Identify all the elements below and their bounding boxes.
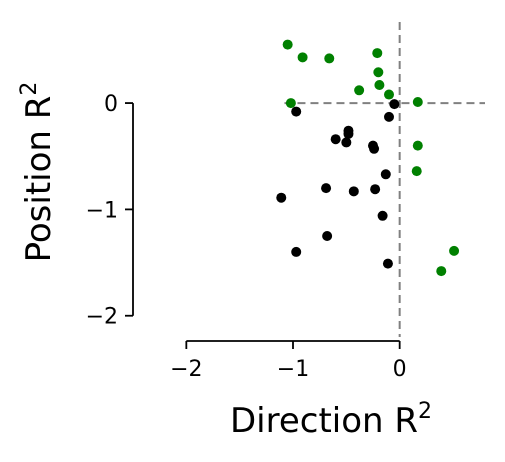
y-axis-title: Position R2: [17, 82, 59, 263]
data-point: [285, 98, 296, 109]
data-point: [324, 53, 335, 64]
x-tick-label: 0: [393, 357, 407, 382]
data-point: [411, 166, 422, 177]
data-point: [377, 210, 388, 221]
y-tick-label: −1: [86, 198, 118, 223]
data-point: [343, 128, 354, 139]
data-point: [348, 186, 359, 197]
data-points: [276, 39, 460, 277]
y-tick-label: −2: [86, 305, 118, 330]
data-point: [291, 106, 302, 117]
data-point: [297, 52, 308, 63]
data-point: [380, 169, 391, 180]
data-point: [341, 137, 352, 148]
data-point: [282, 39, 293, 50]
data-point: [382, 258, 393, 269]
data-point: [372, 48, 383, 59]
data-point: [369, 143, 380, 154]
data-point: [412, 140, 423, 151]
data-point: [374, 79, 385, 90]
data-point: [291, 246, 302, 257]
data-point: [322, 230, 333, 241]
data-point: [412, 97, 423, 108]
axes: −2 −1 0 −2 −1 0: [86, 92, 407, 382]
x-axis-title: Direction R2: [230, 399, 432, 441]
data-point: [276, 192, 287, 203]
y-tick-label: 0: [104, 92, 118, 117]
reference-lines: [284, 22, 485, 337]
data-point: [389, 99, 400, 110]
data-point: [370, 184, 381, 195]
data-point: [449, 245, 460, 256]
data-point: [354, 85, 365, 96]
x-tick-label: −2: [170, 357, 202, 382]
data-point: [384, 111, 394, 122]
data-point: [321, 183, 332, 194]
data-point: [373, 67, 384, 78]
data-point: [330, 134, 341, 145]
data-point: [436, 266, 447, 277]
data-point: [384, 89, 394, 100]
x-tick-label: −1: [277, 357, 309, 382]
